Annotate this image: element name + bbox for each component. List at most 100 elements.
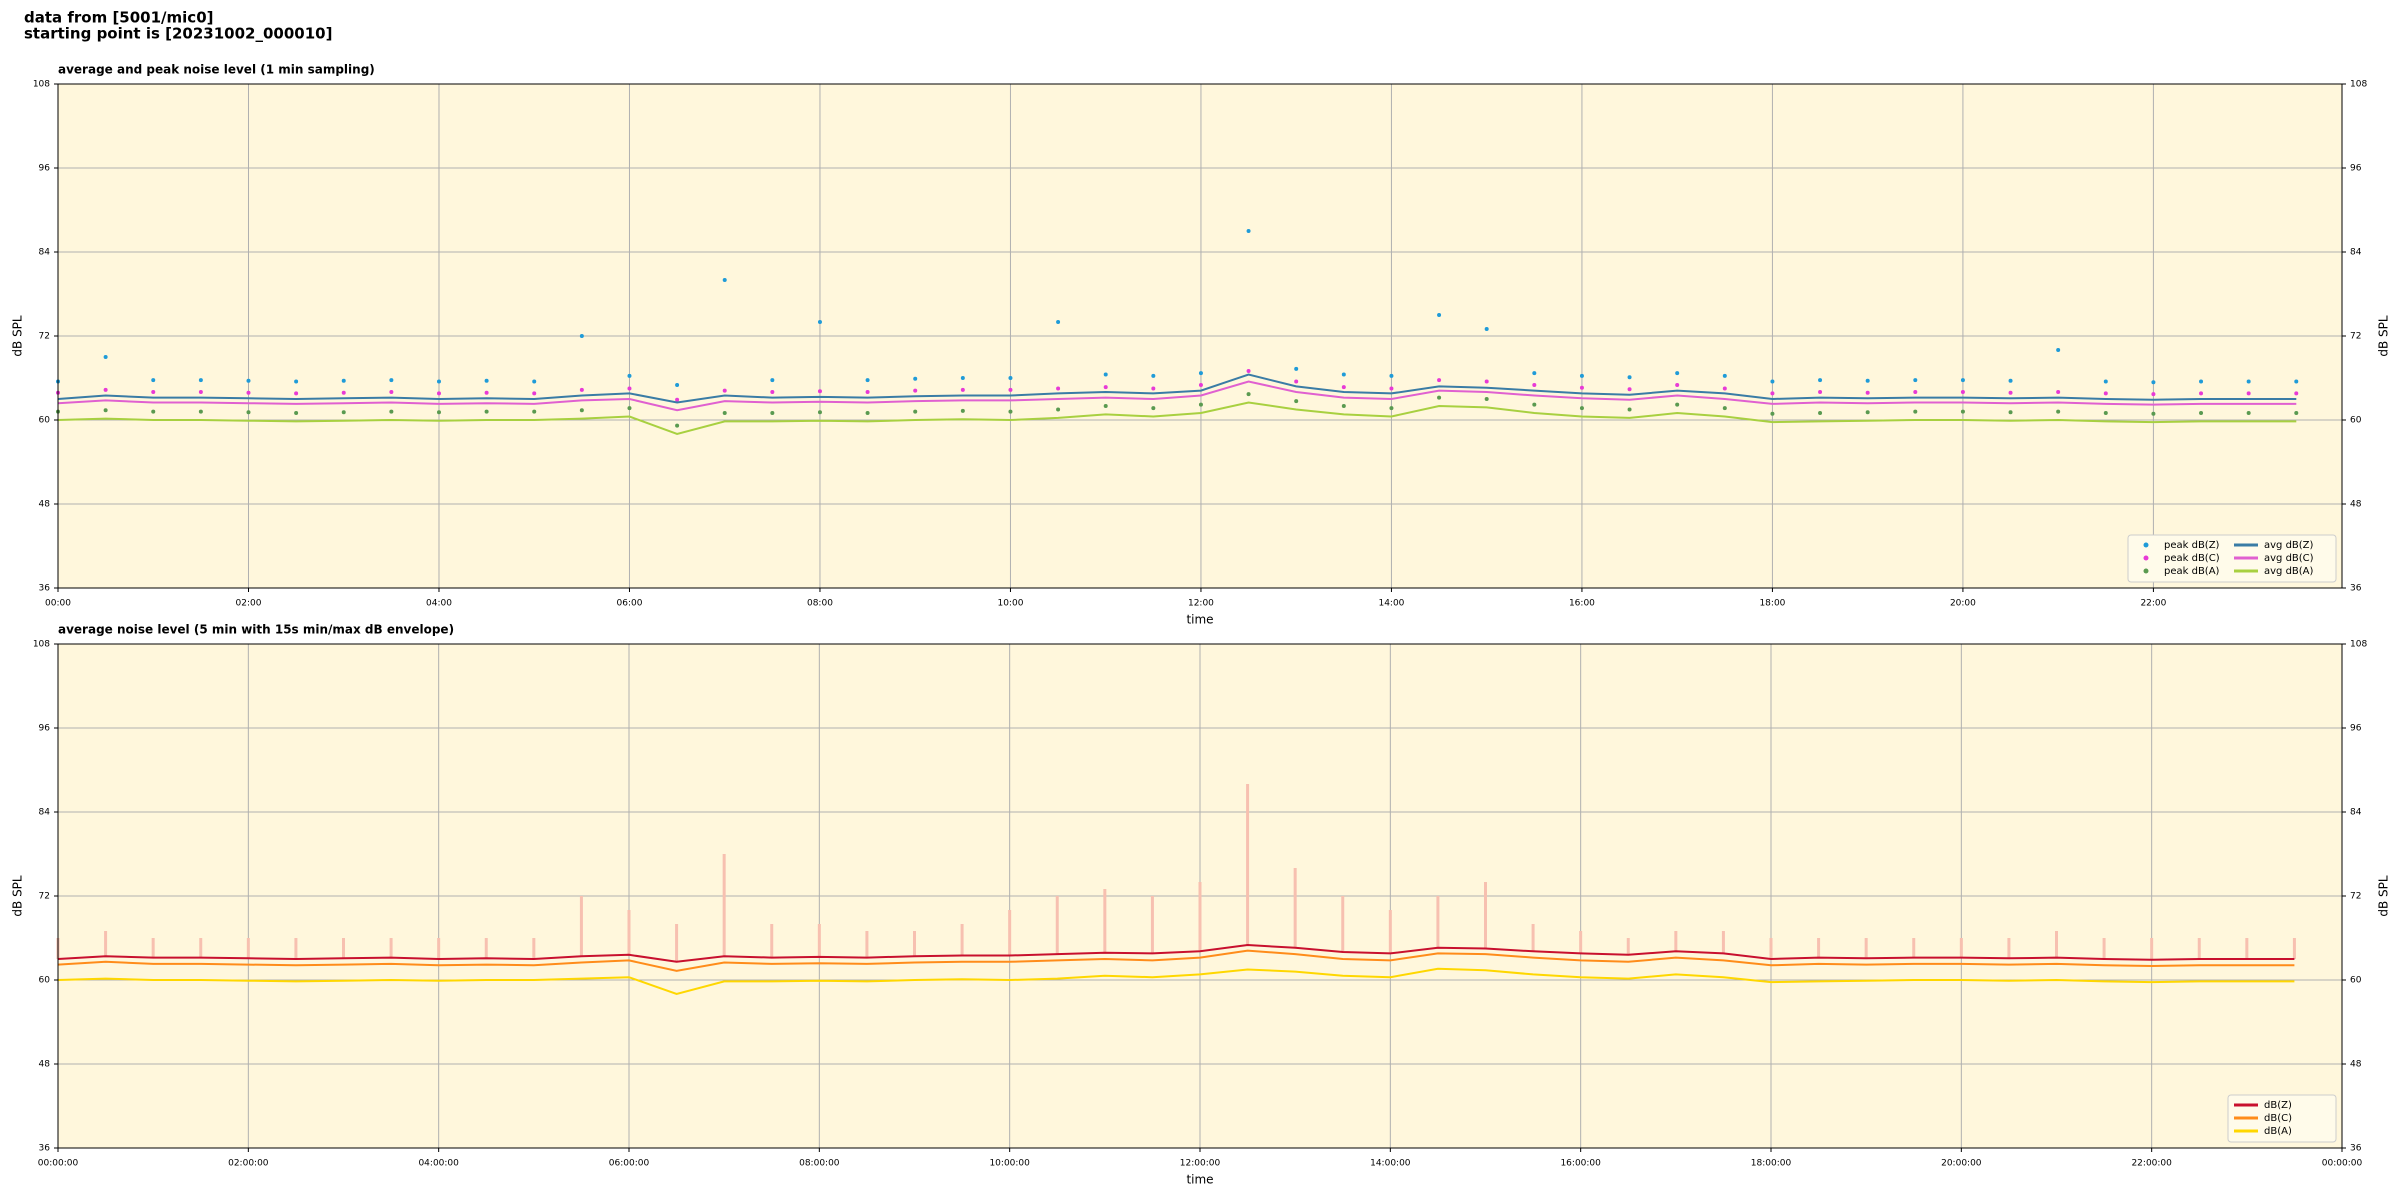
peak-point: [627, 406, 632, 411]
peak-point: [1389, 373, 1394, 378]
peak-point: [151, 409, 156, 414]
series-line: [57, 967, 2295, 996]
peak-point: [1198, 402, 1203, 407]
peak-point: [770, 378, 775, 383]
y-tick-label: 72: [2350, 332, 2361, 342]
y-tick-label: 60: [2350, 416, 2362, 426]
peak-point: [1198, 383, 1203, 387]
peak-point: [436, 410, 441, 415]
y-tick-label: 84: [39, 248, 51, 258]
peak-point: [246, 378, 251, 383]
y-tick-label: 96: [2350, 724, 2362, 734]
peak-point: [151, 390, 156, 394]
peak-point: [1913, 390, 1918, 394]
peak-point: [2199, 411, 2204, 415]
y-tick-label: 72: [39, 892, 50, 902]
peak-point: [198, 390, 203, 394]
x-tick-label: 18:00: [1759, 599, 1785, 609]
y-axis-label: dB SPL: [11, 315, 25, 357]
peak-point: [1960, 390, 1965, 394]
peak-point: [2151, 380, 2156, 385]
peak-point: [1818, 378, 1823, 383]
peak-point: [1103, 385, 1108, 390]
peak-point: [2056, 348, 2061, 352]
peak-point: [1246, 392, 1251, 397]
series-line: [57, 949, 2295, 972]
y-axis-label: dB SPL: [11, 875, 25, 917]
peak-point: [1341, 404, 1346, 408]
peak-point: [1532, 383, 1537, 387]
peak-point: [1484, 397, 1489, 401]
y-tick-label: 36: [39, 584, 51, 594]
x-tick-label: 16:00: [1569, 599, 1595, 609]
peak-point: [2008, 390, 2013, 395]
peak-point: [1532, 402, 1537, 407]
peak-point: [579, 387, 584, 392]
peak-point: [436, 379, 441, 384]
peak-point: [2246, 411, 2251, 415]
plot-frame: [57, 83, 2343, 589]
peak-point: [1865, 410, 1870, 415]
peak-point: [1722, 386, 1727, 391]
y-tick-label: 108: [33, 640, 50, 650]
peak-point: [198, 409, 203, 414]
y-tick-label: 60: [39, 416, 51, 426]
peak-point: [579, 334, 584, 338]
peak-point: [1294, 366, 1299, 371]
peak-point: [436, 391, 441, 396]
peak-point: [1056, 386, 1061, 391]
peak-point: [1770, 411, 1775, 416]
peak-point: [1008, 376, 1013, 380]
peak-point: [1818, 411, 1823, 415]
legend-label: peak dB(A): [2164, 566, 2220, 577]
peak-point: [246, 390, 251, 395]
series-line: [57, 943, 2295, 963]
y-tick-label: 96: [39, 724, 51, 734]
peak-point: [1151, 386, 1156, 391]
peak-point: [913, 409, 918, 414]
peak-point: [1532, 371, 1537, 376]
y-tick-label: 36: [2350, 584, 2362, 594]
peak-point: [1579, 385, 1584, 390]
legend-label: dB(A): [2264, 1126, 2292, 1137]
peak-point: [484, 409, 489, 414]
peak-point: [913, 388, 918, 393]
x-tick-label: 14:00: [1378, 599, 1404, 609]
peak-point: [865, 378, 870, 383]
x-tick-label: 04:00: [426, 599, 452, 609]
peak-point: [960, 376, 965, 380]
plot-frame: [57, 643, 2343, 1149]
peak-point: [1246, 369, 1251, 373]
y-axis-label: dB SPL: [2377, 875, 2391, 917]
series-line: [57, 380, 2297, 412]
peak-point: [389, 409, 394, 414]
peak-point: [1913, 378, 1918, 383]
x-tick-label: 12:00: [1188, 599, 1214, 609]
x-tick-label: 12:00:00: [1180, 1159, 1221, 1169]
peak-point: [2103, 391, 2108, 396]
peak-point: [960, 387, 965, 392]
peak-point: [1865, 390, 1870, 395]
y-axis-label: dB SPL: [2377, 315, 2391, 357]
legend-label: avg dB(A): [2264, 566, 2314, 577]
y-tick-label: 84: [2350, 808, 2362, 818]
peak-point: [341, 378, 346, 383]
peak-point: [532, 409, 537, 414]
y-tick-label: 96: [2350, 164, 2362, 174]
peak-point: [627, 386, 632, 391]
peak-point: [103, 387, 108, 392]
y-tick-label: 84: [2350, 248, 2362, 258]
peak-point: [2246, 391, 2251, 396]
peak-point: [1484, 327, 1489, 331]
peak-point: [2056, 390, 2061, 394]
x-tick-label: 06:00:00: [609, 1159, 650, 1169]
peak-point: [865, 411, 870, 415]
y-tick-label: 60: [2350, 976, 2362, 986]
peak-point: [1627, 407, 1632, 412]
chart-title: average noise level (5 min with 15s min/…: [58, 623, 454, 637]
peak-point: [1579, 373, 1584, 378]
legend-label: dB(C): [2264, 1113, 2292, 1124]
peak-point: [2199, 379, 2204, 384]
x-tick-label: 00:00:00: [38, 1159, 79, 1169]
y-tick-label: 84: [39, 808, 51, 818]
